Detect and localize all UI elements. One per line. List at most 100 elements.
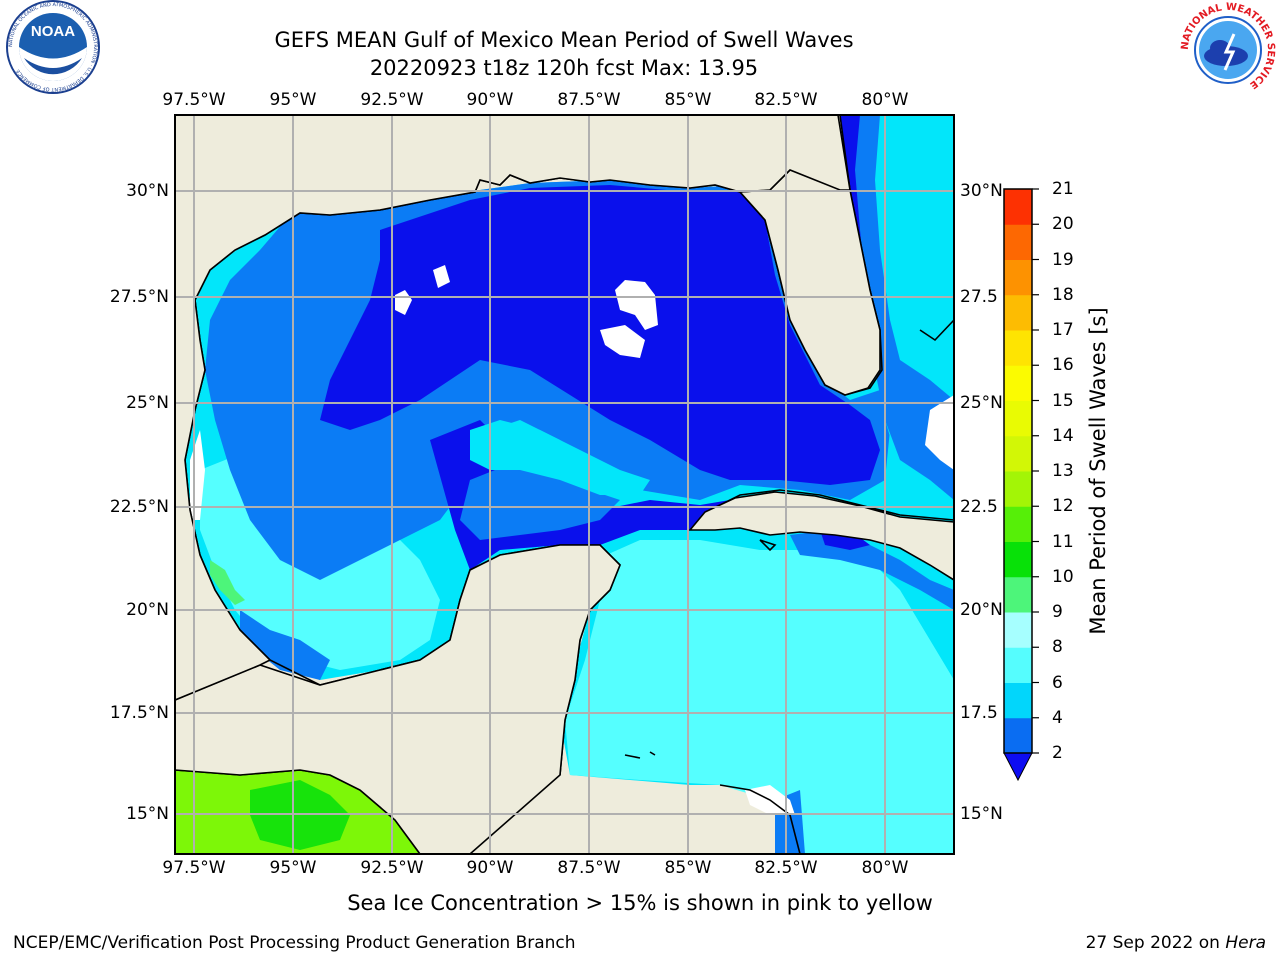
honduras-blue xyxy=(775,790,805,854)
land-background xyxy=(175,115,954,854)
cuba-land xyxy=(688,491,954,581)
colorbar-cell xyxy=(1004,717,1032,754)
lon-label-top-7: 82.5°W xyxy=(754,90,818,110)
lat-label-left-4: 22.5°N xyxy=(109,497,169,517)
colorbar-tick-label: 14 xyxy=(1052,425,1074,446)
lon-label-bottom-7: 82.5°W xyxy=(754,858,818,878)
colorbar-tick-label: 21 xyxy=(1052,179,1074,199)
footer-date-text: 27 Sep 2022 on xyxy=(1085,933,1226,953)
lon-label-top-3: 92.5°W xyxy=(360,90,424,110)
colorbar-extend-triangle xyxy=(1003,752,1033,782)
colorbar-tick-label: 10 xyxy=(1052,566,1074,587)
colorbar-frame xyxy=(1003,188,1033,754)
colorbar-tick-label: 9 xyxy=(1052,602,1063,622)
colorbar-cell xyxy=(1004,647,1032,683)
lon-label-top-8: 80°W xyxy=(861,90,909,110)
footer-date: 27 Sep 2022 on Hera xyxy=(1086,933,1266,953)
plot-title-line2: 20220923 t18z 120h fcst Max: 13.95 xyxy=(369,56,759,80)
nws-logo: NATIONAL WEATHER SERVICE xyxy=(1176,0,1280,100)
lat-label-right-6: 17.5 xyxy=(960,703,998,723)
mid-blue-region xyxy=(205,180,890,580)
colorbar-cell xyxy=(1004,682,1032,719)
lon-label-top-5: 87.5°W xyxy=(557,90,621,110)
colorbar-cell xyxy=(1004,365,1032,401)
colorbar-cell xyxy=(1004,541,1032,578)
lat-label-right-7: 15°N xyxy=(960,804,1003,824)
gulf-green-spot xyxy=(210,560,245,605)
lon-label-bottom-8: 80°W xyxy=(861,858,909,878)
colorbar-tick-label: 6 xyxy=(1052,672,1063,693)
colorbar-label: Mean Period of Swell Waves [s] xyxy=(1086,307,1110,635)
lon-label-top-1: 97.5°W xyxy=(162,90,226,110)
atlantic-deep-blue xyxy=(838,115,865,300)
footer-machine: Hera xyxy=(1225,933,1266,953)
lat-label-left-2: 27.5°N xyxy=(109,287,169,307)
colorbar-tick-label: 11 xyxy=(1052,531,1074,552)
sea-ice-note: Sea Ice Concentration > 15% is shown in … xyxy=(347,891,933,915)
colorbar-cell xyxy=(1004,612,1032,648)
svg-text:NOAA: NOAA xyxy=(31,23,75,40)
caribbean-deep-blue xyxy=(820,530,870,550)
cyan-tongue xyxy=(470,420,650,495)
lat-label-right-1: 30°N xyxy=(960,181,1003,201)
map-frame xyxy=(174,114,955,855)
lat-label-left-1: 30°N xyxy=(126,181,169,201)
florida-land xyxy=(738,115,881,396)
colorbar-cell xyxy=(1004,294,1032,331)
colorbar-tick-label: 4 xyxy=(1052,707,1063,728)
pacific-green xyxy=(175,770,420,854)
yucatan-land xyxy=(175,544,621,854)
lon-label-bottom-6: 85°W xyxy=(664,858,712,878)
lon-label-bottom-3: 92.5°W xyxy=(360,858,424,878)
deep-blue-south xyxy=(430,420,730,570)
no-data-patches xyxy=(190,265,954,815)
lon-label-bottom-2: 95°W xyxy=(269,858,317,878)
lon-label-bottom-5: 87.5°W xyxy=(557,858,621,878)
lat-label-left-3: 25°N xyxy=(126,393,169,413)
caribbean-water xyxy=(565,540,954,854)
lat-label-right-2: 27.5 xyxy=(960,287,998,307)
lat-label-left-6: 17.5°N xyxy=(109,703,169,723)
campeche-blue xyxy=(240,610,330,680)
colorbar-tick-label: 12 xyxy=(1052,496,1074,517)
atlantic-mid-blue xyxy=(838,115,954,500)
caribbean-blue xyxy=(790,530,954,610)
colorbar-cell xyxy=(1004,471,1032,507)
lat-label-right-5: 20°N xyxy=(960,600,1003,620)
colorbar-tick-label: 20 xyxy=(1052,214,1074,235)
lon-label-bottom-1: 97.5°W xyxy=(162,858,226,878)
colorbar-tick-label: 16 xyxy=(1052,355,1074,376)
colorbar-cell xyxy=(1004,576,1032,613)
colorbar-tick-label: 2 xyxy=(1052,743,1063,763)
colorbar-cell xyxy=(1004,400,1032,437)
plot-title-line1: GEFS MEAN Gulf of Mexico Mean Period of … xyxy=(274,28,854,52)
lon-label-bottom-4: 90°W xyxy=(466,858,514,878)
colorbar-cell xyxy=(1004,435,1032,472)
coastlines xyxy=(175,115,954,854)
mid-blue-stripe xyxy=(460,460,620,540)
gulf-water xyxy=(185,115,954,854)
colorbar-cell xyxy=(1004,330,1032,366)
colorbar-tick-label: 17 xyxy=(1052,320,1074,340)
colorbar-cell xyxy=(1004,224,1032,260)
lat-label-left-5: 20°N xyxy=(126,600,169,620)
graticule xyxy=(175,115,954,854)
footer-credit: NCEP/EMC/Verification Post Processing Pr… xyxy=(13,933,576,953)
atlantic-cyan xyxy=(860,115,954,500)
colorbar-cell xyxy=(1004,259,1032,296)
colorbar-tick-label: 18 xyxy=(1052,284,1074,305)
lat-label-right-4: 22.5 xyxy=(960,497,998,517)
colorbar-tick-label: 19 xyxy=(1052,249,1074,270)
lon-label-top-2: 95°W xyxy=(269,90,317,110)
pacific-dark-green xyxy=(250,780,350,850)
colorbar-cell xyxy=(1004,506,1032,542)
lat-label-left-7: 15°N xyxy=(126,804,169,824)
lat-label-right-3: 25°N xyxy=(960,393,1003,413)
lon-label-top-4: 90°W xyxy=(466,90,514,110)
colorbar-tick-label: 8 xyxy=(1052,637,1063,658)
deep-blue-core xyxy=(320,185,880,485)
us-land xyxy=(175,115,851,701)
lon-label-top-6: 85°W xyxy=(664,90,712,110)
noaa-logo: NOAA NATIONAL OCEANIC AND ATMOSPHERIC AD… xyxy=(0,0,106,106)
colorbar-cell xyxy=(1004,189,1032,225)
